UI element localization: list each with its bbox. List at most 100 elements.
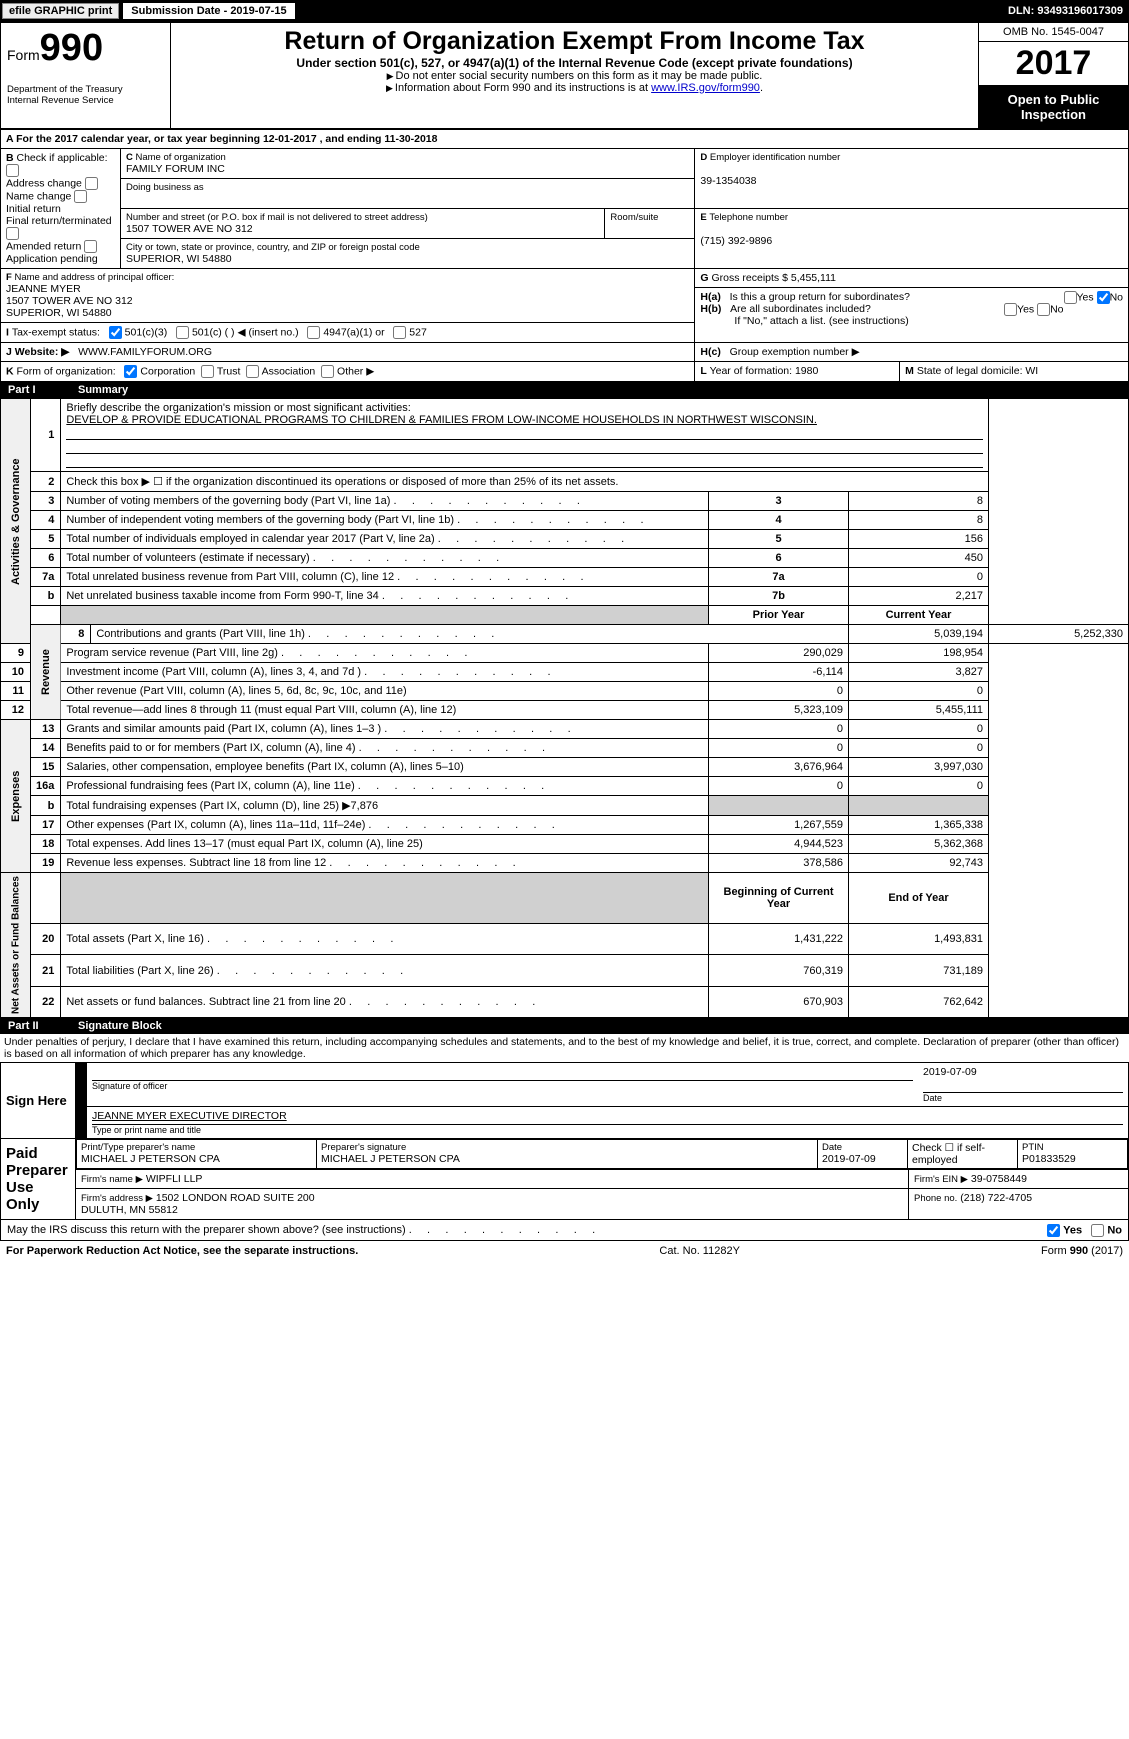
k-other: Other ▶: [337, 365, 374, 377]
ha-yes[interactable]: [1064, 291, 1077, 304]
irs-label: Internal Revenue Service: [7, 95, 164, 106]
room-label: Room/suite: [610, 212, 689, 223]
net-row: Total assets (Part X, line 16): [66, 933, 204, 945]
cb-amended: Amended return: [6, 240, 115, 253]
l-label: Year of formation: 1980: [710, 365, 819, 377]
topbar: efile GRAPHIC print Submission Date - 20…: [0, 0, 1129, 22]
col-curr: Current Year: [849, 606, 989, 625]
cb-initial: Initial return: [6, 203, 115, 215]
e-label: Telephone number: [709, 212, 788, 223]
footer-left: For Paperwork Reduction Act Notice, see …: [6, 1245, 358, 1257]
side-rev: Revenue: [31, 625, 61, 720]
irs-link[interactable]: www.IRS.gov/form990: [651, 82, 760, 94]
cb-name[interactable]: [74, 190, 87, 203]
exp-row: Other expenses (Part IX, column (A), lin…: [66, 819, 365, 831]
note-info: Information about Form 990 and its instr…: [177, 82, 972, 94]
hb-yes[interactable]: [1004, 303, 1017, 316]
sig-officer-label: Signature of officer: [92, 1080, 913, 1091]
sig-name-label: Type or print name and title: [92, 1124, 1123, 1135]
prep-self-label: Check ☐ if self-employed: [908, 1140, 1018, 1169]
cb-trust[interactable]: [201, 365, 214, 378]
k-trust: Trust: [217, 365, 241, 377]
firm-phone: (218) 722-4705: [960, 1192, 1032, 1204]
website-value: WWW.FAMILYFORUM.ORG: [78, 346, 212, 358]
discuss-row: May the IRS discuss this return with the…: [0, 1220, 1129, 1241]
firm-ein-label: Firm's EIN ▶: [914, 1174, 968, 1185]
exp-row: Total fundraising expenses (Part IX, col…: [66, 800, 378, 812]
cb-4947[interactable]: [307, 326, 320, 339]
entity-info-section: A For the 2017 calendar year, or tax yea…: [0, 129, 1129, 382]
part2-title: Signature Block: [78, 1020, 162, 1032]
rev-row: Total revenue—add lines 8 through 11 (mu…: [66, 704, 456, 716]
cb-final-cb[interactable]: [6, 227, 19, 240]
i-501c: 501(c) ( ) ◀ (insert no.): [192, 326, 299, 338]
gov-row: Total number of individuals employed in …: [66, 533, 434, 545]
no-label: No: [1107, 1224, 1122, 1236]
rev-row: Program service revenue (Part VIII, line…: [66, 647, 278, 659]
cb-addr[interactable]: [85, 177, 98, 190]
hb-no[interactable]: [1037, 303, 1050, 316]
ha-no[interactable]: [1097, 291, 1110, 304]
part2-label: Part II: [8, 1020, 78, 1032]
firm-phone-label: Phone no.: [914, 1193, 957, 1204]
signature-table: Sign Here 2019-07-09Date Signature of of…: [0, 1062, 1129, 1220]
phone-value: (715) 392-9896: [700, 235, 1123, 247]
i-501c3: 501(c)(3): [125, 326, 168, 338]
b-label: Check if applicable:: [17, 152, 108, 164]
i-527: 527: [409, 326, 427, 338]
officer-value: JEANNE MYER 1507 TOWER AVE NO 312 SUPERI…: [6, 283, 689, 319]
col-end: End of Year: [849, 873, 989, 924]
preparer-inner-table: Print/Type preparer's nameMICHAEL J PETE…: [76, 1139, 1128, 1169]
ein-value: 39-1354038: [700, 175, 1123, 187]
prep-date-label: Date: [822, 1142, 903, 1153]
sig-date: 2019-07-09: [923, 1066, 977, 1078]
form-header: Form990 Department of the Treasury Inter…: [0, 22, 1129, 129]
cb-other[interactable]: [321, 365, 334, 378]
exp-row: Salaries, other compensation, employee b…: [66, 761, 463, 773]
rev-row: Other revenue (Part VIII, column (A), li…: [66, 685, 406, 697]
side-net: Net Assets or Fund Balances: [1, 873, 31, 1018]
cb-527[interactable]: [393, 326, 406, 339]
dln-label: DLN: 93493196017309: [1008, 5, 1129, 17]
prep-sig-label: Preparer's signature: [321, 1142, 813, 1153]
d-label: Employer identification number: [710, 152, 840, 163]
addr-label: Number and street (or P.O. box if mail i…: [126, 212, 599, 223]
efile-print-button[interactable]: efile GRAPHIC print: [2, 3, 119, 19]
c-label: Name of organization: [136, 152, 226, 163]
dba-label: Doing business as: [126, 182, 689, 193]
prep-name: MICHAEL J PETERSON CPA: [81, 1153, 312, 1165]
cb-501c[interactable]: [176, 326, 189, 339]
part1-label: Part I: [8, 384, 78, 396]
footer-mid: Cat. No. 11282Y: [659, 1245, 740, 1257]
discuss-yes[interactable]: [1047, 1224, 1060, 1237]
city-value: SUPERIOR, WI 54880: [126, 253, 689, 265]
cb-assoc[interactable]: [246, 365, 259, 378]
omb-label: OMB No. 1545-0047: [979, 23, 1128, 42]
cb-amend[interactable]: [84, 240, 97, 253]
part1-title: Summary: [78, 384, 128, 396]
f-label: Name and address of principal officer:: [14, 272, 174, 283]
form-subtitle: Under section 501(c), 527, or 4947(a)(1)…: [177, 56, 972, 70]
hb-label: Are all subordinates included?: [730, 303, 871, 315]
g-label: Gross receipts $ 5,455,111: [712, 272, 837, 284]
q2-label: Check this box ▶ ☐ if the organization d…: [61, 472, 989, 492]
gov-row: Number of independent voting members of …: [66, 514, 454, 526]
discuss-no[interactable]: [1091, 1224, 1104, 1237]
yes-label: Yes: [1063, 1224, 1082, 1236]
k-assoc: Association: [262, 365, 316, 377]
ptin-label: PTIN: [1022, 1142, 1123, 1153]
exp-row: Grants and similar amounts paid (Part IX…: [66, 723, 381, 735]
submission-date-label: Submission Date - 2019-07-15: [123, 3, 294, 19]
col-prior: Prior Year: [709, 606, 849, 625]
form-title: Return of Organization Exempt From Incom…: [177, 27, 972, 56]
footer-right: Form 990 (2017): [1041, 1245, 1123, 1257]
ptin-value: P01833529: [1022, 1153, 1123, 1165]
tax-year: 2017: [979, 42, 1128, 86]
q1-value: DEVELOP & PROVIDE EDUCATIONAL PROGRAMS T…: [66, 414, 817, 426]
cb-501c3[interactable]: [109, 326, 122, 339]
org-name: FAMILY FORUM INC: [126, 163, 689, 175]
gov-row: Number of voting members of the governin…: [66, 495, 390, 507]
cb-corp[interactable]: [124, 365, 137, 378]
net-row: Total liabilities (Part X, line 26): [66, 965, 213, 977]
cb-generic[interactable]: [6, 164, 19, 177]
